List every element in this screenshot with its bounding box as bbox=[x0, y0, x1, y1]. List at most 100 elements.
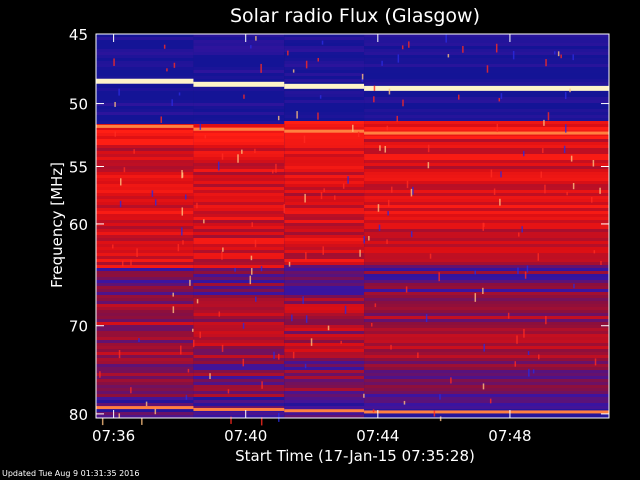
spectrum-band bbox=[284, 388, 365, 391]
spectrum-band bbox=[193, 331, 285, 334]
spectrum-band bbox=[364, 304, 609, 307]
spectrum-band bbox=[284, 178, 365, 181]
spectrum-band bbox=[364, 268, 609, 271]
burst-speckle bbox=[542, 148, 544, 154]
spectrum-band bbox=[284, 232, 365, 235]
spectrum-band bbox=[193, 394, 285, 397]
burst-speckle bbox=[192, 339, 195, 348]
spectrum-band bbox=[96, 226, 194, 229]
spectrum-band bbox=[96, 352, 194, 355]
spectrum-band bbox=[193, 139, 285, 142]
spectrum-band bbox=[284, 145, 365, 148]
spectrum-band bbox=[193, 73, 285, 76]
spectrum-band bbox=[193, 307, 285, 310]
burst-speckle bbox=[372, 409, 375, 413]
bright-emission-band bbox=[96, 78, 194, 84]
burst-speckle bbox=[402, 99, 404, 107]
spectrum-band bbox=[96, 232, 194, 235]
burst-speckle bbox=[138, 338, 140, 342]
burst-speckle bbox=[292, 69, 295, 73]
burst-speckle bbox=[507, 312, 510, 319]
spectrum-band bbox=[284, 286, 365, 289]
spectrum-band bbox=[284, 412, 365, 415]
burst-speckle bbox=[566, 191, 568, 196]
spectrum-band bbox=[96, 244, 194, 247]
spectrum-band bbox=[193, 406, 285, 409]
burst-speckle bbox=[112, 244, 114, 249]
spectrum-band bbox=[364, 112, 609, 115]
burst-speckle bbox=[304, 193, 306, 203]
spectrum-band bbox=[96, 247, 194, 250]
spectrum-band bbox=[364, 82, 609, 85]
x-tick-label: 07:44 bbox=[356, 427, 399, 445]
spectrum-band bbox=[284, 34, 365, 37]
spectrum-band bbox=[284, 238, 365, 241]
spectrum-band bbox=[96, 46, 194, 49]
burst-speckle bbox=[540, 171, 543, 178]
burst-speckle bbox=[408, 41, 410, 48]
burst-speckle bbox=[557, 51, 560, 57]
spectrum-band bbox=[364, 334, 609, 337]
spectrum-band bbox=[96, 148, 194, 151]
burst-speckle bbox=[361, 78, 364, 82]
burst-speckle bbox=[185, 394, 188, 400]
spectrum-band bbox=[284, 283, 365, 286]
spectrum-band bbox=[364, 127, 609, 130]
burst-speckle bbox=[396, 115, 399, 122]
spectrum-band bbox=[193, 361, 285, 364]
burst-speckle bbox=[357, 131, 360, 138]
spectrum-band bbox=[96, 283, 194, 286]
burst-speckle bbox=[363, 236, 365, 244]
burst-speckle bbox=[277, 115, 280, 121]
spectrum-band bbox=[364, 328, 609, 331]
spectrum-band bbox=[193, 232, 285, 235]
spectrum-band bbox=[96, 337, 194, 340]
burst-speckle bbox=[386, 239, 388, 245]
burst-speckle bbox=[321, 40, 324, 45]
spectrum-band bbox=[364, 211, 609, 214]
burst-speckle bbox=[288, 261, 291, 267]
spectrum-band bbox=[193, 184, 285, 187]
burst-speckle bbox=[302, 296, 304, 304]
bright-emission-band bbox=[284, 83, 365, 89]
spectrum-band bbox=[193, 148, 285, 151]
spectrum-band bbox=[364, 103, 609, 106]
burst-speckle bbox=[572, 54, 574, 61]
burst-speckle bbox=[498, 98, 501, 102]
spectrum-band bbox=[193, 349, 285, 352]
spectrum-band bbox=[96, 154, 194, 157]
burst-speckle bbox=[189, 279, 191, 286]
burst-speckle bbox=[528, 368, 530, 377]
spectrum-band bbox=[96, 322, 194, 325]
spectrum-band bbox=[364, 46, 609, 49]
burst-speckle bbox=[458, 94, 460, 100]
y-tick-label: 60 bbox=[69, 216, 88, 234]
spectrum-band bbox=[96, 319, 194, 322]
spectrum-band bbox=[193, 292, 285, 295]
spectrum-band bbox=[364, 385, 609, 388]
spectrum-band bbox=[193, 403, 285, 406]
burst-speckle bbox=[425, 314, 428, 323]
spectrum-band bbox=[193, 325, 285, 328]
spectrum-band bbox=[284, 133, 365, 136]
burst-speckle bbox=[121, 260, 124, 267]
spectrum-band bbox=[96, 151, 194, 154]
spectrum-band bbox=[96, 85, 194, 88]
spectrum-band bbox=[364, 175, 609, 178]
burst-speckle bbox=[378, 224, 381, 231]
spectrum-band bbox=[96, 175, 194, 178]
spectrum-band bbox=[96, 391, 194, 394]
spectrum-band bbox=[364, 388, 609, 391]
spectrum-band bbox=[96, 304, 194, 307]
spectrum-band bbox=[96, 328, 194, 331]
spectrum-band bbox=[96, 139, 194, 142]
spectrum-band bbox=[364, 154, 609, 157]
plot-frame bbox=[95, 33, 610, 419]
spectrum-band bbox=[284, 391, 365, 394]
spectrum-band bbox=[364, 292, 609, 295]
bright-emission-band bbox=[96, 124, 194, 128]
spectrum-band bbox=[193, 277, 285, 280]
spectrum-band bbox=[193, 169, 285, 172]
spectrum-band bbox=[364, 355, 609, 358]
burst-speckle bbox=[522, 150, 525, 157]
